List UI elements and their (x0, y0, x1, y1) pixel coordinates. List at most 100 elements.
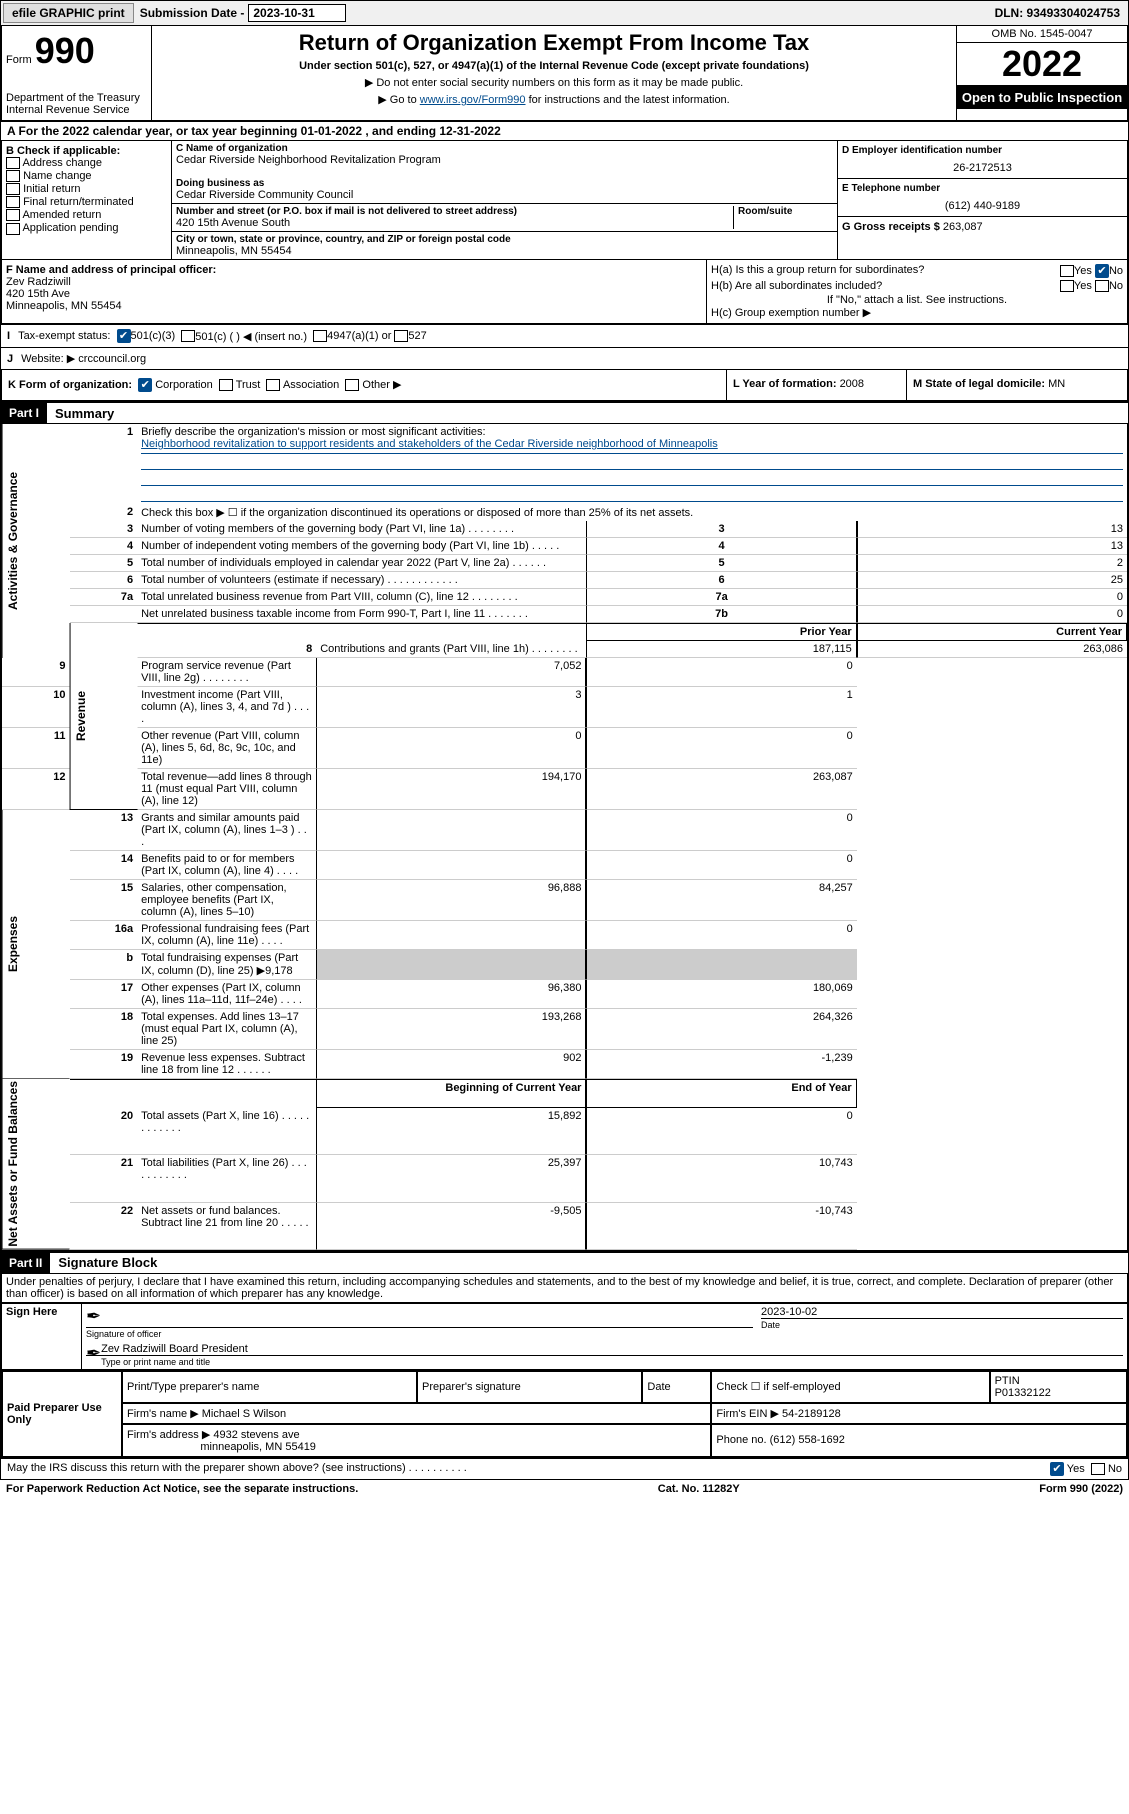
officer-name-title: Zev Radziwill Board President (86, 1343, 1123, 1355)
hc-label: H(c) Group exemption number ▶ (711, 306, 1123, 319)
prep-col2: Preparer's signature (417, 1371, 642, 1403)
part2-title: Signature Block (58, 1255, 157, 1270)
ha-label: H(a) Is this a group return for subordin… (711, 264, 924, 278)
firm-phone-label: Phone no. (716, 1434, 769, 1446)
submission-date: 2023-10-31 (248, 4, 345, 22)
chk-final[interactable]: Final return/terminated (6, 196, 167, 208)
side-net: Net Assets or Fund Balances (2, 1079, 70, 1250)
efile-print-button[interactable]: efile GRAPHIC print (3, 3, 134, 23)
current-year-header: Current Year (857, 623, 1127, 641)
dept-treasury: Department of the Treasury Internal Reve… (6, 92, 147, 116)
col-de: D Employer identification number 26-2172… (837, 141, 1127, 259)
sig-date-label: Date (761, 1318, 1123, 1330)
open-public-badge: Open to Public Inspection (957, 86, 1127, 109)
line1-text: Briefly describe the organization's miss… (141, 426, 1123, 438)
gross-label: G Gross receipts $ (842, 221, 943, 233)
addr-label: Number and street (or P.O. box if mail i… (176, 206, 733, 217)
org-name-label: C Name of organization (176, 143, 833, 154)
part2-badge: Part II (1, 1253, 50, 1273)
row-i: I Tax-exempt status: ✔ 501(c)(3) 501(c) … (0, 325, 1129, 348)
row-m-label: M State of legal domicile: (913, 378, 1048, 390)
org-name: Cedar Riverside Neighborhood Revitalizat… (176, 154, 833, 166)
chk-name[interactable]: Name change (6, 170, 167, 182)
check-icon: ✔ (1095, 264, 1109, 278)
row-f-label: F Name and address of principal officer: (6, 264, 216, 276)
submission-date-label: Submission Date - (136, 6, 249, 20)
begin-year-header: Beginning of Current Year (316, 1079, 586, 1108)
dba-name: Cedar Riverside Community Council (176, 189, 833, 201)
dba-label: Doing business as (176, 178, 833, 189)
side-governance: Activities & Governance (2, 424, 70, 658)
opt-501c3: 501(c)(3) (131, 330, 176, 342)
city-label: City or town, state or province, country… (176, 234, 833, 245)
paid-preparer-label: Paid Preparer Use Only (2, 1371, 122, 1457)
form-number: 990 (35, 30, 95, 71)
phone-value: (612) 440-9189 (842, 200, 1123, 212)
ein-value: 26-2172513 (842, 162, 1123, 174)
chk-pending[interactable]: Application pending (6, 222, 167, 234)
phone-label: E Telephone number (842, 183, 1123, 194)
irs-discuss-row: May the IRS discuss this return with the… (0, 1459, 1129, 1480)
row-l-label: L Year of formation: (733, 378, 840, 390)
form-title: Return of Organization Exempt From Incom… (156, 30, 952, 56)
row-i-text: Tax-exempt status: (18, 330, 110, 342)
form-prefix: Form (6, 54, 32, 66)
prior-year-header: Prior Year (586, 623, 856, 641)
note2-post: for instructions and the latest informat… (526, 94, 730, 106)
irs-link[interactable]: www.irs.gov/Form990 (420, 94, 526, 106)
footer-left: For Paperwork Reduction Act Notice, see … (6, 1483, 358, 1495)
opt-527: 527 (408, 330, 426, 342)
mission-blank3 (141, 486, 1123, 502)
firm-phone: (612) 558-1692 (770, 1434, 845, 1446)
chk-amended[interactable]: Amended return (6, 209, 167, 221)
row-j: J Website: ▶ crccouncil.org (0, 348, 1129, 370)
preparer-table: Paid Preparer Use Only Print/Type prepar… (0, 1371, 1129, 1459)
firm-ein-label: Firm's EIN ▶ (716, 1408, 779, 1420)
prep-col3: Date (642, 1371, 711, 1403)
name-title-label: Type or print name and title (86, 1355, 1123, 1367)
prep-col4: Check ☐ if self-employed (711, 1371, 989, 1403)
prep-col1: Print/Type preparer's name (122, 1371, 417, 1403)
opt-4947: 4947(a)(1) or (327, 330, 391, 342)
irs-discuss-q: May the IRS discuss this return with the… (7, 1462, 467, 1476)
chk-initial[interactable]: Initial return (6, 183, 167, 195)
tax-year: 2022 (957, 43, 1127, 86)
side-revenue: Revenue (70, 623, 138, 810)
firm-addr-label: Firm's address ▶ (127, 1429, 210, 1441)
row-a-tax-year: A For the 2022 calendar year, or tax yea… (0, 122, 1129, 141)
check-icon: ✔ (117, 329, 131, 343)
sig-date: 2023-10-02 (761, 1306, 1123, 1318)
form-subtitle: Under section 501(c), 527, or 4947(a)(1)… (156, 60, 952, 72)
street-address: 420 15th Avenue South (176, 217, 733, 229)
note2-pre: ▶ Go to (378, 94, 419, 106)
firm-label: Firm's name ▶ (127, 1408, 199, 1420)
end-year-header: End of Year (586, 1079, 856, 1108)
part2-header-row: Part II Signature Block (0, 1252, 1129, 1274)
no-label: No (1108, 1463, 1122, 1475)
officer-addr1: 420 15th Ave (6, 288, 702, 300)
footer-mid: Cat. No. 11282Y (658, 1483, 740, 1495)
city-state-zip: Minneapolis, MN 55454 (176, 245, 833, 257)
sign-here-label: Sign Here (2, 1304, 82, 1369)
room-label: Room/suite (738, 206, 833, 217)
check-icon: ✔ (138, 378, 152, 392)
ein-label: D Employer identification number (842, 145, 1123, 156)
firm-name: Michael S Wilson (202, 1408, 286, 1420)
website-value: crccouncil.org (78, 353, 146, 365)
line2-text: Check this box ▶ ☐ if the organization d… (137, 504, 1127, 521)
row-j-lbl: J (7, 353, 13, 365)
col-c-org-info: C Name of organization Cedar Riverside N… (172, 141, 837, 259)
chk-address[interactable]: Address change (6, 157, 167, 169)
firm-addr2: minneapolis, MN 55419 (200, 1441, 316, 1453)
hb-label: H(b) Are all subordinates included? (711, 280, 882, 292)
part1-header-row: Part I Summary (0, 402, 1129, 424)
part1-badge: Part I (1, 403, 47, 423)
row-j-text: Website: ▶ (21, 352, 75, 365)
firm-addr1: 4932 stevens ave (213, 1429, 299, 1441)
part1-title: Summary (55, 406, 114, 421)
mission-text: Neighborhood revitalization to support r… (141, 438, 1123, 454)
top-bar: efile GRAPHIC print Submission Date - 20… (0, 0, 1129, 26)
mission-blank2 (141, 470, 1123, 486)
opt-other: Other ▶ (362, 379, 401, 391)
gross-value: 263,087 (943, 221, 983, 233)
